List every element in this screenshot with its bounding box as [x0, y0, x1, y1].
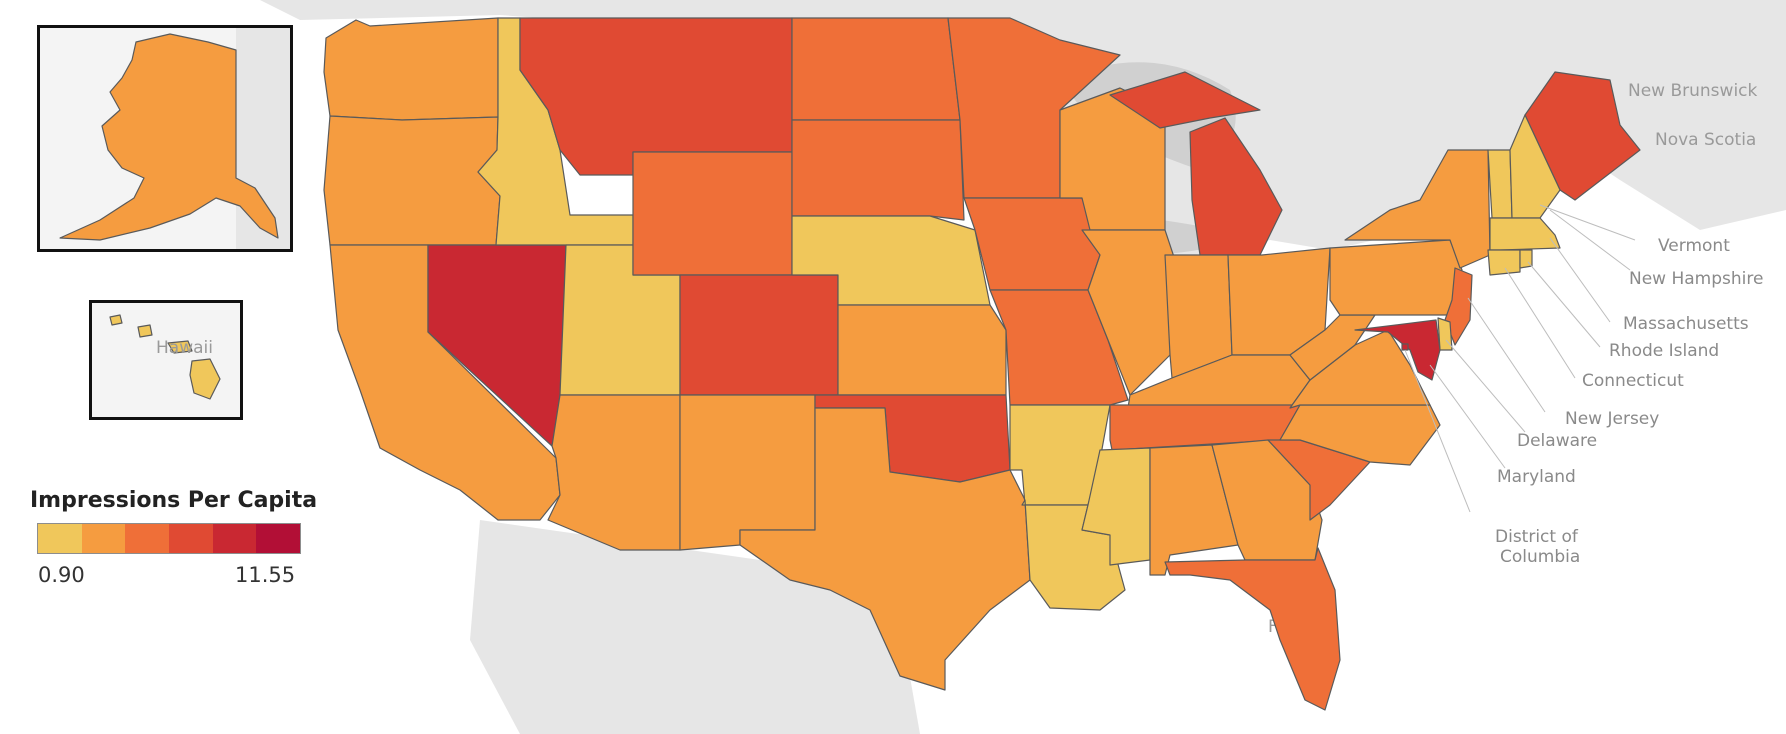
- leader-massachusetts: [1549, 237, 1611, 323]
- leader-new-jersey: [1467, 297, 1546, 413]
- state-new-mexico[interactable]: [679, 394, 816, 551]
- state-hawaii-maui[interactable]: [167, 340, 193, 354]
- leader-delaware: [1445, 339, 1526, 433]
- state-kansas[interactable]: [837, 304, 1007, 396]
- state-hawaii-oahu[interactable]: [137, 324, 153, 338]
- callout-labels: Vermont New Hampshire Massachusetts Rhod…: [1495, 236, 1763, 567]
- leader-vermont: [1539, 204, 1636, 241]
- leader-maryland: [1429, 364, 1506, 469]
- state-texas[interactable]: [739, 407, 1031, 691]
- hawaii-inset: Hawaii: [89, 300, 243, 420]
- label-new-hampshire: New Hampshire: [1629, 269, 1763, 289]
- legend-bin-5: [212, 524, 257, 553]
- legend-bin-4: [169, 524, 213, 553]
- state-hawaii-kauai[interactable]: [109, 314, 123, 326]
- state-arizona[interactable]: [547, 394, 681, 551]
- legend-bin-6: [256, 524, 301, 553]
- state-hawaii-big-island[interactable]: [189, 358, 221, 400]
- state-wyoming[interactable]: [632, 151, 793, 276]
- legend-title: Impressions Per Capita: [30, 488, 318, 513]
- legend-min-label: 0.90: [38, 563, 85, 587]
- legend-max-label: 11.55: [235, 563, 296, 587]
- alaska-inset-map: [40, 28, 290, 249]
- legend-bin-2: [81, 524, 126, 553]
- leader-rhode-island: [1527, 261, 1601, 348]
- label-maryland: Maryland: [1497, 467, 1576, 487]
- legend-bin-3: [125, 524, 170, 553]
- label-massachusetts: Massachusetts: [1623, 314, 1749, 334]
- state-florida[interactable]: [1164, 547, 1341, 711]
- state-maine[interactable]: [1524, 71, 1641, 201]
- state-connecticut[interactable]: [1487, 249, 1521, 276]
- state-alaska[interactable]: [59, 33, 279, 241]
- leader-connecticut: [1504, 267, 1576, 379]
- state-north-dakota[interactable]: [791, 17, 961, 121]
- state-colorado[interactable]: [679, 274, 839, 396]
- basemap-label-nova-scotia: Nova Scotia: [1655, 130, 1756, 150]
- label-connecticut: Connecticut: [1582, 371, 1684, 391]
- state-maryland[interactable]: [1354, 319, 1441, 381]
- hawaii-inset-map: Hawaii: [92, 303, 240, 417]
- state-new-hampshire[interactable]: [1509, 114, 1561, 219]
- leader-new-hampshire: [1549, 209, 1631, 271]
- state-michigan[interactable]: [1109, 71, 1283, 256]
- state-new-jersey[interactable]: [1444, 267, 1473, 346]
- mexico-land: [470, 520, 920, 734]
- label-district-of: District of: [1495, 527, 1579, 547]
- state-delaware[interactable]: [1437, 317, 1453, 351]
- label-new-jersey: New Jersey: [1565, 409, 1659, 429]
- label-delaware: Delaware: [1517, 431, 1597, 451]
- state-washington[interactable]: [323, 17, 499, 121]
- label-rhode-island: Rhode Island: [1609, 341, 1719, 361]
- legend-bin-1: [38, 524, 82, 553]
- hawaii-inset-label: Hawaii: [156, 338, 213, 358]
- state-south-dakota[interactable]: [791, 119, 965, 221]
- state-oregon[interactable]: [323, 115, 501, 246]
- label-columbia: Columbia: [1500, 547, 1580, 567]
- state-vermont[interactable]: [1487, 149, 1513, 219]
- state-tennessee[interactable]: [1109, 404, 1301, 451]
- leader-dc: [1404, 349, 1471, 513]
- state-pennsylvania[interactable]: [1329, 239, 1463, 316]
- callout-leaders: [1404, 204, 1636, 513]
- legend-color-scale: [37, 523, 301, 554]
- alaska-inset: [37, 25, 293, 252]
- state-dc[interactable]: [1401, 343, 1409, 351]
- label-vermont: Vermont: [1658, 236, 1730, 256]
- basemap-label-new-brunswick: New Brunswick: [1628, 81, 1758, 101]
